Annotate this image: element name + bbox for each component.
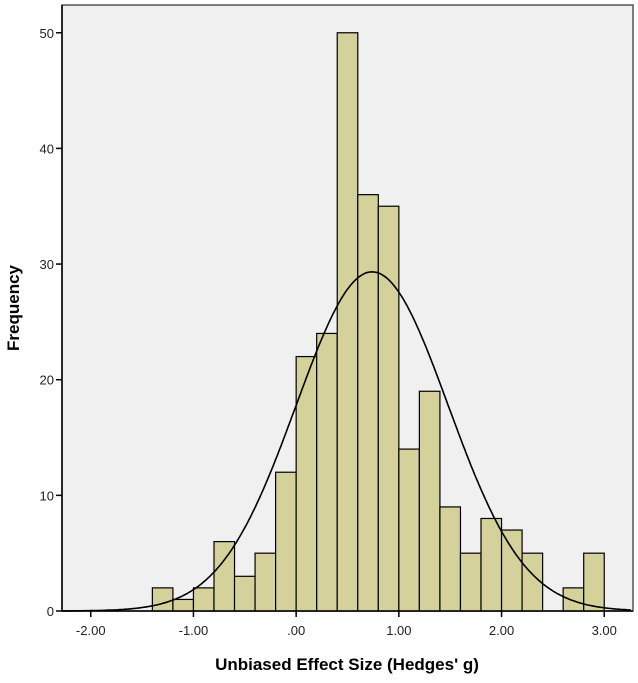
normal-curve xyxy=(62,270,631,612)
histogram-bar xyxy=(192,587,215,612)
x-tick-label: 3.00 xyxy=(592,623,617,638)
y-axis-label: Frequency xyxy=(4,264,23,351)
x-tick-label: 1.00 xyxy=(386,623,411,638)
histogram-bar xyxy=(295,355,318,612)
histogram-bar xyxy=(275,471,297,612)
histogram-bar xyxy=(213,541,236,612)
histogram-bar xyxy=(357,194,379,612)
histogram-bar xyxy=(316,332,338,612)
y-tick-label: 20 xyxy=(40,373,54,388)
histogram-bar xyxy=(336,32,359,612)
y-tick-label: 0 xyxy=(47,604,54,619)
y-tick-label: 50 xyxy=(40,26,54,41)
histogram-bar xyxy=(480,517,503,612)
x-tick-label: 2.00 xyxy=(489,623,514,638)
histogram-bar xyxy=(521,552,544,612)
histogram-bar xyxy=(439,506,462,612)
x-tick-label: .00 xyxy=(287,623,305,638)
x-tick-label: -2.00 xyxy=(76,623,106,638)
histogram-bar xyxy=(418,390,441,612)
histogram-bar xyxy=(583,552,605,612)
histogram-bar xyxy=(377,205,400,612)
axes: -2.00 -1.00 .00 1.00 2.00 3.00 0 10 20 30 40 50 xyxy=(40,5,633,638)
histogram-bar xyxy=(500,529,523,612)
histogram-bar xyxy=(398,448,420,612)
histogram-bar xyxy=(172,598,195,612)
histogram-bar xyxy=(233,575,256,612)
histogram-bar xyxy=(562,587,585,612)
histogram-bar xyxy=(151,587,174,612)
y-tick-label: 10 xyxy=(40,488,54,503)
y-tick-label: 40 xyxy=(40,141,54,156)
x-axis-label: Unbiased Effect Size (Hedges' g) xyxy=(215,655,479,674)
x-tick-label: -1.00 xyxy=(179,623,209,638)
histogram-bar xyxy=(254,552,277,612)
y-tick-label: 30 xyxy=(40,257,54,272)
histogram-bar xyxy=(459,552,482,612)
